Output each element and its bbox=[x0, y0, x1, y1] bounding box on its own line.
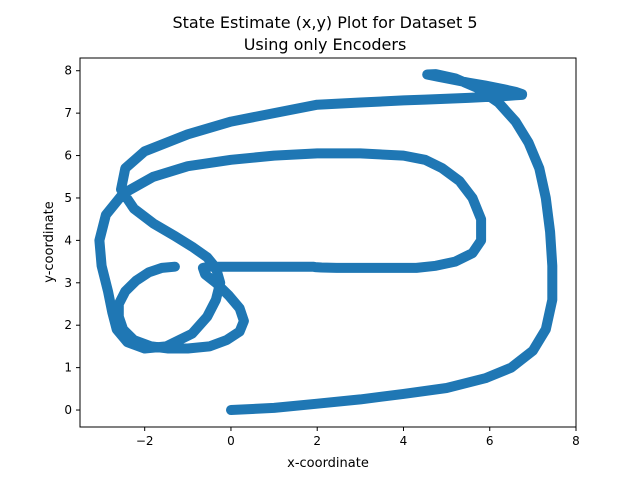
y-tick-label: 1 bbox=[64, 361, 72, 375]
plot-content bbox=[94, 69, 558, 415]
x-tick-label: 0 bbox=[227, 434, 235, 448]
y-tick-label: 3 bbox=[64, 276, 72, 290]
chart-title-line2: Using only Encoders bbox=[244, 35, 407, 54]
x-axis-label: x-coordinate bbox=[287, 456, 369, 471]
x-tick-label: −2 bbox=[136, 434, 154, 448]
y-tick-label: 8 bbox=[64, 64, 72, 78]
x-tick-label: 6 bbox=[486, 434, 494, 448]
trajectory-series bbox=[94, 69, 558, 415]
y-axis-label: y-coordinate bbox=[42, 201, 57, 283]
axis-ticks: −2 0 2 4 6 8 0 1 2 3 4 5 6 7 8 bbox=[64, 64, 579, 448]
chart-title-line1: State Estimate (x,y) Plot for Dataset 5 bbox=[172, 13, 477, 32]
x-tick-label: 2 bbox=[313, 434, 321, 448]
y-tick-label: 7 bbox=[64, 106, 72, 120]
y-tick-label: 0 bbox=[64, 403, 72, 417]
plot-frame bbox=[79, 57, 577, 428]
y-tick-label: 6 bbox=[64, 149, 72, 163]
x-tick-label: 8 bbox=[572, 434, 580, 448]
y-tick-label: 4 bbox=[64, 233, 72, 247]
y-tick-label: 2 bbox=[64, 318, 72, 332]
y-tick-label: 5 bbox=[64, 191, 72, 205]
x-tick-label: 4 bbox=[400, 434, 408, 448]
